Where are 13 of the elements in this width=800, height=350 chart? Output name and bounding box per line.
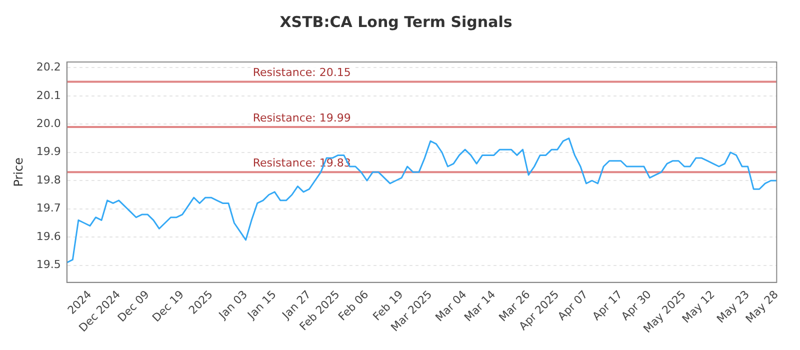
y-tick-label: 19.9 [36,145,61,158]
x-tick-label: Dec 19 [150,288,186,325]
ref-line-label: Resistance: 20.15 [252,66,351,80]
y-tick-label: 20.1 [36,88,61,102]
ref-line-label: Resistance: 19.99 [252,111,351,124]
y-tick-label: 20.0 [36,117,61,130]
y-tick-label: 19.6 [36,230,61,243]
y-axis-title: Price [11,158,26,187]
y-tick-label: 19.7 [36,202,61,215]
y-tick-label: 19.8 [36,173,61,186]
y-tick-label: 19.5 [36,258,61,272]
y-tick-label: 20.2 [36,60,61,74]
chart-title: XSTB:CA Long Term Signals [280,12,512,31]
